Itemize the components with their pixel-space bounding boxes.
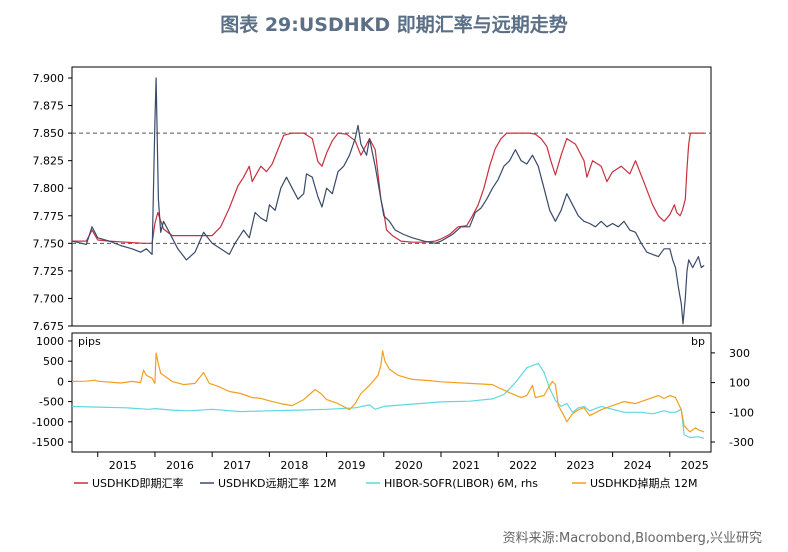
y-tick-label: 7.900 [33, 72, 65, 85]
x-tick-label: 2021 [452, 459, 480, 472]
legend-label: HIBOR-SOFR(LIBOR) 6M, rhs [384, 477, 538, 490]
y-tick-label: 7.700 [33, 292, 65, 305]
spot-rate-line [72, 132, 705, 244]
top-plot-frame [71, 66, 712, 327]
x-tick-label: 2016 [166, 459, 194, 472]
bottom-panel: pips bp 1000 500 0 -500 -1000 -1500 300 100 -100 -3… [32, 332, 754, 472]
y2-tick-label: -300 [729, 436, 754, 449]
legend: USDHKD即期汇率 USDHKD远期汇率 12M HIBOR-SOFR(LIBOR… [74, 476, 697, 490]
x-tick-label: 2018 [280, 459, 308, 472]
y2-tick-label: 300 [729, 347, 750, 360]
y-tick-label: 7.825 [33, 155, 65, 168]
y-tick-label: 7.800 [33, 182, 65, 195]
y-tick-label: 7.775 [33, 210, 65, 223]
y-tick-label: -1000 [32, 416, 64, 429]
y-tick-label: 0 [57, 375, 64, 388]
legend-item: HIBOR-SOFR(LIBOR) 6M, rhs [366, 477, 538, 490]
y-tick-label: -1500 [32, 436, 64, 449]
y-tick-label: 1000 [36, 335, 64, 348]
y2-tick-label: 100 [729, 377, 750, 390]
bottom-plot-frame [71, 332, 712, 453]
y-tick-label: 7.750 [33, 237, 65, 250]
legend-label: USDHKD掉期点 12M [590, 476, 697, 490]
x-tick-label: 2015 [109, 459, 137, 472]
legend-label: USDHKD远期汇率 12M [218, 476, 336, 490]
hibor-spread-line [71, 362, 705, 439]
chart-title: 图表 29:USDHKD 即期汇率与远期走势 [220, 14, 568, 36]
x-tick-label: 2023 [566, 459, 594, 472]
source-note: 资料来源:Macrobond,Bloomberg,兴业研究 [502, 531, 762, 546]
legend-label: USDHKD即期汇率 [92, 476, 183, 490]
y-tick-label: 7.850 [33, 127, 65, 140]
x-tick-label: 2022 [509, 459, 537, 472]
left-axis-unit: pips [78, 335, 101, 348]
top-panel: 7.900 7.875 7.850 7.825 7.800 7.775 7.750 7.725… [33, 66, 712, 333]
x-tick-label: 2017 [223, 459, 251, 472]
x-tick-label: 2024 [624, 459, 652, 472]
y2-tick-label: -100 [729, 406, 754, 419]
forward-rate-line [71, 77, 705, 325]
y-tick-label: 500 [43, 355, 64, 368]
x-tick-label: 2025 [681, 459, 709, 472]
x-tick-label: 2020 [395, 459, 423, 472]
legend-item: USDHKD远期汇率 12M [200, 476, 336, 490]
right-axis-unit: bp [691, 335, 705, 348]
y-tick-label: 7.725 [33, 265, 65, 278]
x-tick-label: 2019 [338, 459, 366, 472]
legend-item: USDHKD即期汇率 [74, 476, 183, 490]
y-tick-label: 7.875 [33, 100, 65, 113]
y-tick-label: -500 [39, 396, 64, 409]
y-tick-label: 7.675 [33, 320, 65, 333]
swap-points-line [71, 350, 705, 433]
legend-item: USDHKD掉期点 12M [572, 476, 697, 490]
